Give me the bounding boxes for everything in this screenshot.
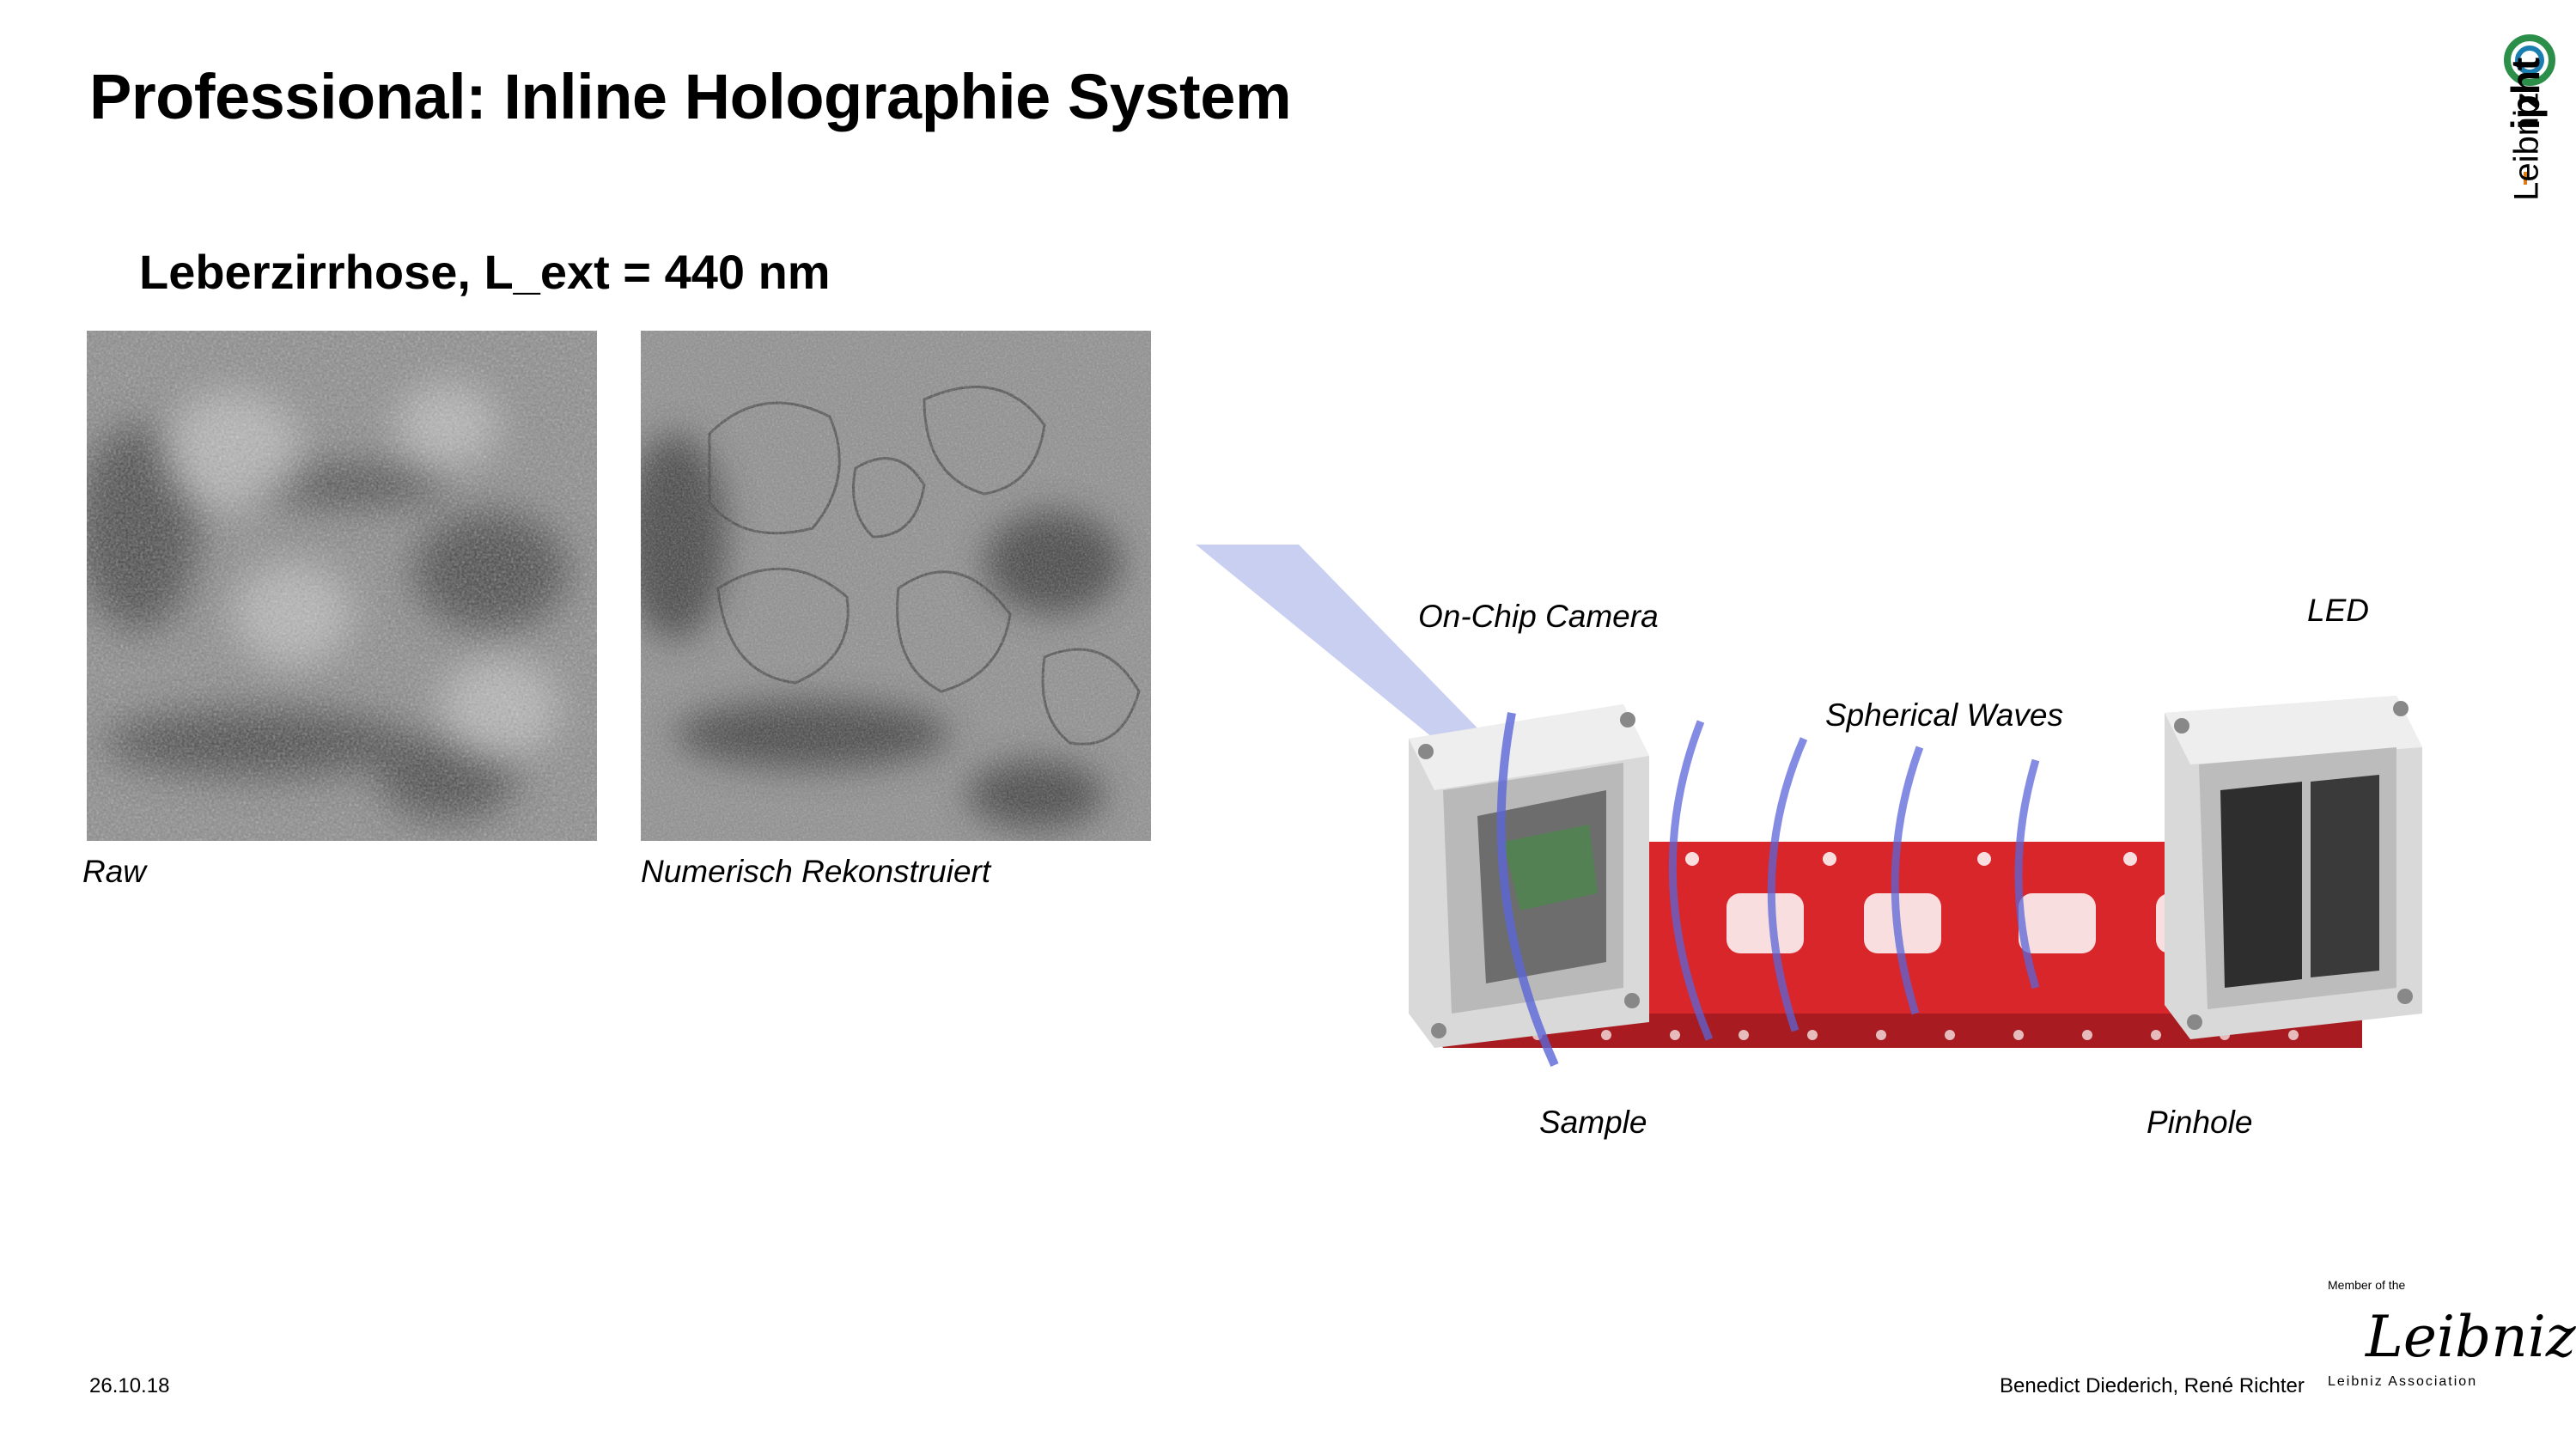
leibniz-ipht-logo: Leibniz ipht xyxy=(2482,26,2568,318)
ipht-logo-main: ipht xyxy=(2503,57,2548,131)
slide-subtitle: Leberzirrhose, L_ext = 440 nm xyxy=(139,245,831,299)
label-sample: Sample xyxy=(1539,1105,1647,1140)
sample-slide xyxy=(1496,712,1559,1068)
leibniz-association-logo: Member of the Leibniz Leibniz Associatio… xyxy=(2328,1278,2576,1424)
footer-authors: Benedict Diederich, René Richter xyxy=(2000,1374,2305,1397)
holography-system-diagram xyxy=(1196,545,2422,1068)
leibniz-logo-member: Member of the xyxy=(2328,1278,2406,1292)
spherical-waves xyxy=(1668,720,2040,1041)
reconstructed-image-caption: Numerisch Rekonstruiert xyxy=(641,854,991,889)
slide-title: Professional: Inline Holographie System xyxy=(89,61,1292,132)
label-led: LED xyxy=(2307,593,2369,628)
led-cube xyxy=(2165,696,2422,1039)
raw-image-caption: Raw xyxy=(82,854,147,889)
leibniz-logo-signature: Leibniz xyxy=(2366,1304,2576,1370)
reconstructed-image xyxy=(641,331,1151,841)
label-pinhole: Pinhole xyxy=(2147,1105,2253,1140)
raw-hologram-image xyxy=(87,331,597,841)
label-on-chip-camera: On-Chip Camera xyxy=(1418,599,1659,634)
footer-date: 26.10.18 xyxy=(89,1374,170,1397)
label-spherical-waves: Spherical Waves xyxy=(1825,697,2063,733)
leibniz-logo-association: Leibniz Association xyxy=(2328,1374,2478,1389)
